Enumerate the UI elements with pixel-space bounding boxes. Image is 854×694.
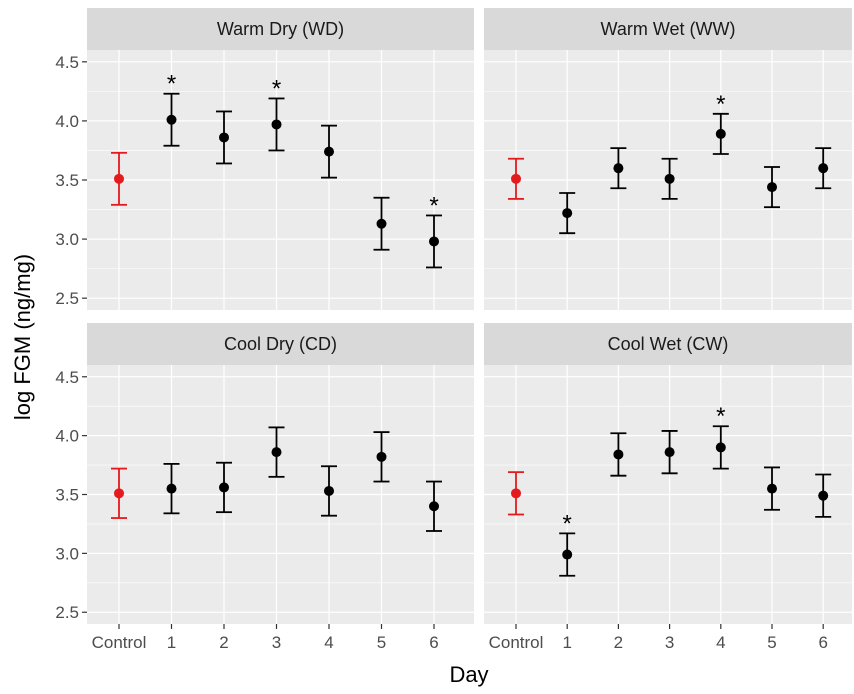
y-tick-label: 3.5 <box>55 486 79 505</box>
x-tick-label: 6 <box>818 633 827 652</box>
y-tick-label: 4.0 <box>55 112 79 131</box>
facet-strip <box>484 323 852 365</box>
data-point <box>664 447 675 458</box>
significance-star: * <box>716 91 725 118</box>
y-axis-title: log FGM (ng/mg) <box>10 254 35 420</box>
x-tick-label: 3 <box>272 633 281 652</box>
facet-strip <box>87 323 474 365</box>
significance-star: * <box>563 510 572 537</box>
data-point <box>767 483 777 494</box>
y-tick-label: 2.5 <box>55 289 79 308</box>
data-point <box>376 451 387 462</box>
y-tick-label: 4.5 <box>55 53 79 72</box>
y-tick-label: 2.5 <box>55 603 79 622</box>
data-point <box>219 132 229 143</box>
x-tick-label: Control <box>489 633 544 652</box>
facet-title: Cool Wet (CW) <box>608 334 729 354</box>
facet-strip <box>484 8 852 50</box>
data-point <box>511 488 521 499</box>
x-tick-label: 4 <box>716 633 725 652</box>
data-point <box>429 236 439 247</box>
data-point <box>166 483 177 494</box>
significance-star: * <box>167 71 176 98</box>
x-axis-title: Day <box>449 662 488 687</box>
data-point <box>818 490 829 501</box>
y-tick-label: 4.0 <box>55 427 79 446</box>
y-tick-label: 3.0 <box>55 230 79 249</box>
data-point <box>562 208 573 219</box>
facet-strip <box>87 8 474 50</box>
facet-title: Warm Wet (WW) <box>601 19 736 39</box>
data-point <box>715 128 726 139</box>
data-point <box>114 173 124 184</box>
data-point <box>767 182 777 193</box>
x-tick-label: 3 <box>665 633 674 652</box>
x-tick-label: 5 <box>377 633 386 652</box>
facet-title: Cool Dry (CD) <box>224 334 337 354</box>
significance-star: * <box>716 403 725 430</box>
data-point <box>562 549 573 560</box>
significance-star: * <box>272 75 281 102</box>
data-point <box>271 119 282 130</box>
y-tick-label: 4.5 <box>55 368 79 387</box>
data-point <box>613 163 624 174</box>
x-tick-label: 1 <box>562 633 571 652</box>
data-point <box>166 114 177 125</box>
x-tick-label: 6 <box>429 633 438 652</box>
significance-star: * <box>429 192 438 219</box>
data-point <box>511 173 521 184</box>
x-tick-label: 5 <box>767 633 776 652</box>
data-point <box>114 488 124 499</box>
data-point <box>715 442 726 453</box>
x-tick-label: 1 <box>167 633 176 652</box>
data-point <box>271 447 282 458</box>
data-point <box>324 146 334 157</box>
data-point <box>818 163 829 174</box>
data-point <box>376 218 387 229</box>
data-point <box>613 449 624 460</box>
data-point <box>429 501 439 512</box>
data-point <box>664 173 675 184</box>
x-tick-label: Control <box>92 633 147 652</box>
x-tick-label: 2 <box>614 633 623 652</box>
data-point <box>219 482 229 493</box>
y-tick-label: 3.0 <box>55 544 79 563</box>
x-tick-label: 4 <box>324 633 333 652</box>
data-point <box>324 485 334 496</box>
x-tick-label: 2 <box>219 633 228 652</box>
facet-title: Warm Dry (WD) <box>217 19 344 39</box>
y-tick-label: 3.5 <box>55 171 79 190</box>
